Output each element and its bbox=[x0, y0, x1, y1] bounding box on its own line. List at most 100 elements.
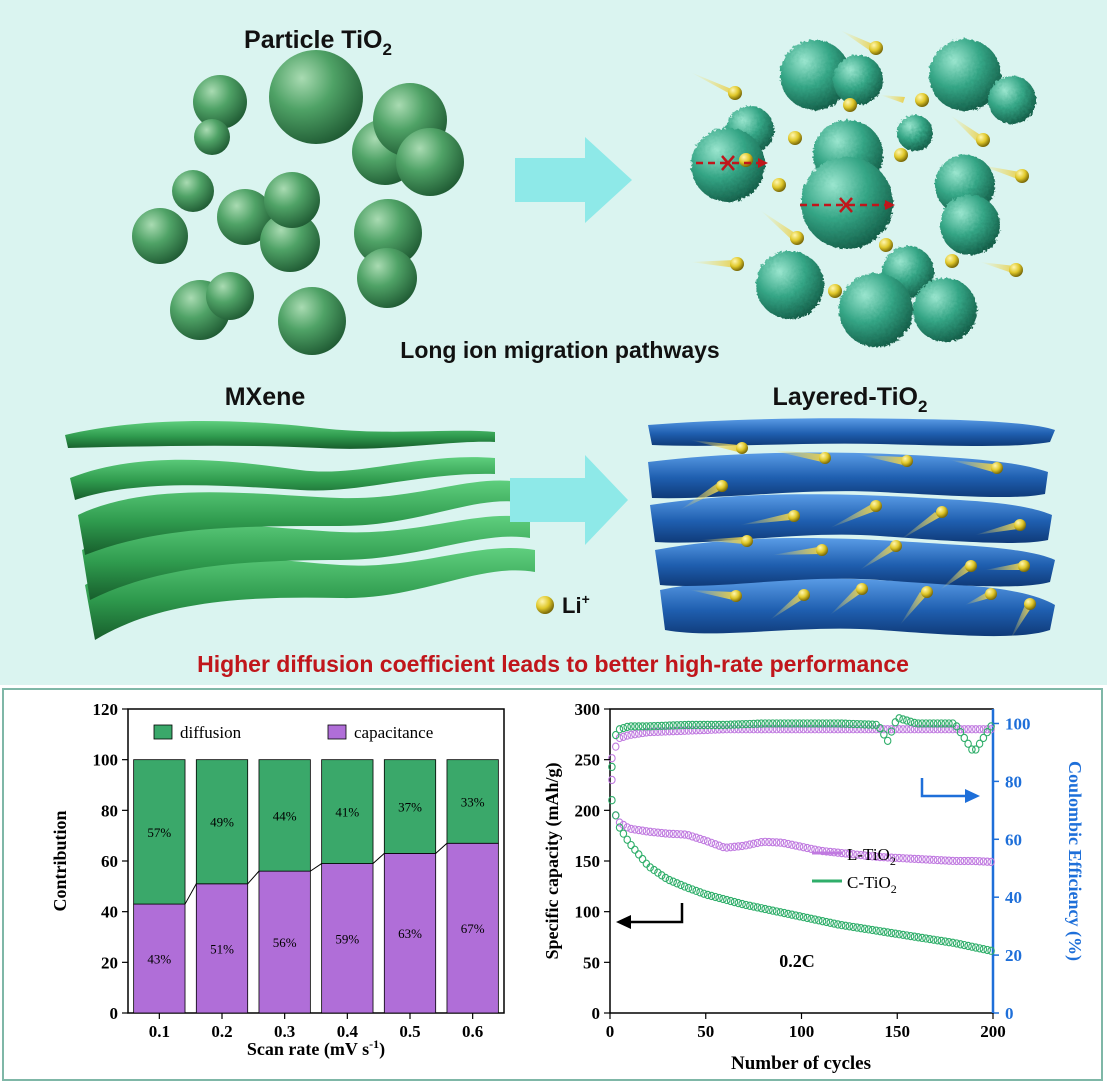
point-c-tio2-efficiency bbox=[956, 728, 965, 737]
point-l-tio2-capacity bbox=[700, 835, 708, 845]
point-l-tio2-efficiency bbox=[822, 725, 831, 734]
point-c-tio2-efficiency bbox=[611, 730, 620, 740]
bar-diffusion bbox=[195, 759, 249, 885]
point-c-tio2-efficiency bbox=[979, 733, 988, 743]
point-l-tio2-capacity bbox=[619, 820, 628, 830]
point-l-tio2-efficiency bbox=[757, 725, 766, 734]
li-ion bbox=[730, 590, 742, 602]
right-axis-arrow bbox=[920, 778, 966, 798]
point-l-tio2-efficiency bbox=[696, 726, 704, 735]
point-c-tio2-efficiency bbox=[738, 720, 746, 729]
point-l-tio2-efficiency bbox=[845, 725, 854, 734]
point-l-tio2-capacity bbox=[964, 856, 972, 866]
cycle-y-tick-label: 150 bbox=[575, 852, 601, 871]
li-ion bbox=[788, 510, 800, 522]
point-l-tio2-capacity bbox=[975, 857, 984, 866]
point-l-tio2-capacity bbox=[860, 851, 869, 860]
bar-label-diffusion: 57% bbox=[147, 825, 171, 840]
layered-sheet bbox=[648, 452, 1048, 499]
point-l-tio2-capacity bbox=[899, 854, 907, 863]
point-l-tio2-efficiency bbox=[703, 725, 712, 735]
rough-sphere bbox=[756, 251, 824, 319]
li-ion bbox=[728, 86, 742, 100]
point-l-tio2-capacity bbox=[753, 838, 762, 848]
point-c-tio2-capacity bbox=[972, 943, 980, 952]
layered-sheet bbox=[648, 418, 1055, 446]
point-c-tio2-capacity bbox=[929, 935, 938, 944]
particle-sphere bbox=[217, 189, 273, 245]
point-c-tio2-efficiency bbox=[669, 721, 677, 730]
point-c-tio2-efficiency bbox=[654, 721, 662, 731]
point-c-tio2-efficiency bbox=[619, 723, 628, 733]
bar-x-tick-label: 0.4 bbox=[337, 1022, 359, 1041]
point-c-tio2-capacity bbox=[623, 835, 631, 844]
point-c-tio2-efficiency bbox=[960, 733, 969, 743]
point-l-tio2-efficiency bbox=[891, 725, 900, 734]
li-ion bbox=[991, 462, 1003, 474]
point-l-tio2-efficiency bbox=[627, 730, 635, 739]
point-c-tio2-capacity bbox=[665, 875, 674, 885]
point-l-tio2-efficiency bbox=[841, 725, 850, 734]
bar-connector bbox=[372, 853, 385, 864]
point-c-tio2-efficiency bbox=[945, 719, 953, 728]
rough-sphere bbox=[897, 115, 933, 151]
point-l-tio2-efficiency bbox=[918, 725, 926, 734]
point-c-tio2-efficiency bbox=[868, 720, 877, 729]
mxene-sheet bbox=[65, 420, 495, 449]
rough-sphere bbox=[988, 76, 1036, 124]
point-c-tio2-efficiency bbox=[657, 721, 666, 731]
li-trail bbox=[830, 505, 875, 528]
particle-sphere bbox=[357, 248, 417, 308]
cycle-y2-tick-label: 0 bbox=[1005, 1004, 1014, 1023]
point-l-tio2-capacity bbox=[703, 837, 712, 846]
point-l-tio2-capacity bbox=[688, 832, 697, 841]
point-l-tio2-capacity bbox=[845, 849, 854, 859]
legend-label-diffusion: diffusion bbox=[180, 723, 242, 742]
point-l-tio2-efficiency bbox=[880, 725, 888, 734]
li-ion bbox=[843, 98, 857, 112]
point-c-tio2-efficiency bbox=[776, 719, 785, 728]
point-c-tio2-capacity bbox=[903, 931, 911, 940]
point-l-tio2-efficiency bbox=[719, 725, 727, 734]
point-c-tio2-capacity bbox=[723, 895, 731, 905]
point-l-tio2-capacity bbox=[849, 850, 857, 859]
bar-x-tick-label: 0.3 bbox=[274, 1022, 295, 1041]
mxene-sheet bbox=[82, 515, 530, 600]
point-l-tio2-efficiency bbox=[795, 725, 804, 734]
bar-y-tick-label: 80 bbox=[101, 801, 118, 820]
point-l-tio2-capacity bbox=[746, 840, 754, 849]
particle-sphere bbox=[278, 287, 346, 355]
point-c-tio2-efficiency bbox=[891, 718, 900, 727]
point-c-tio2-efficiency bbox=[941, 719, 949, 728]
right-axis-arrowhead bbox=[965, 789, 980, 803]
point-c-tio2-capacity bbox=[864, 925, 873, 934]
point-c-tio2-efficiency bbox=[723, 720, 731, 730]
legend-swatch-diffusion bbox=[153, 724, 173, 740]
point-c-tio2-efficiency bbox=[726, 720, 735, 729]
point-l-tio2-capacity bbox=[933, 855, 942, 865]
bar-label-capacitance: 43% bbox=[147, 952, 171, 967]
point-c-tio2-capacity bbox=[669, 877, 677, 886]
particle-spheres bbox=[132, 50, 464, 355]
bar-diffusion bbox=[133, 759, 186, 905]
point-c-tio2-capacity bbox=[857, 924, 865, 933]
point-l-tio2-capacity bbox=[627, 824, 635, 834]
point-l-tio2-efficiency bbox=[933, 725, 942, 734]
point-c-tio2-capacity bbox=[730, 897, 739, 907]
point-c-tio2-efficiency bbox=[665, 721, 674, 730]
bar-label-capacitance: 59% bbox=[335, 931, 359, 946]
cycle-x-ticks: 0 50 100 150 200 bbox=[606, 1013, 1006, 1041]
point-c-tio2-efficiency bbox=[929, 719, 938, 728]
rough-sphere bbox=[913, 278, 977, 342]
left-axis-arrow bbox=[629, 903, 684, 924]
cycle-y-tick-label: 300 bbox=[575, 700, 601, 719]
mxene-sheet bbox=[70, 457, 495, 500]
point-l-tio2-capacity bbox=[887, 853, 896, 862]
point-l-tio2-efficiency bbox=[677, 726, 685, 736]
point-l-tio2-capacity bbox=[761, 837, 769, 846]
point-l-tio2-capacity bbox=[730, 842, 739, 851]
point-l-tio2-capacity bbox=[742, 841, 750, 850]
li-ion bbox=[965, 560, 977, 572]
point-c-tio2-capacity bbox=[899, 930, 907, 940]
point-c-tio2-capacity bbox=[837, 920, 846, 930]
